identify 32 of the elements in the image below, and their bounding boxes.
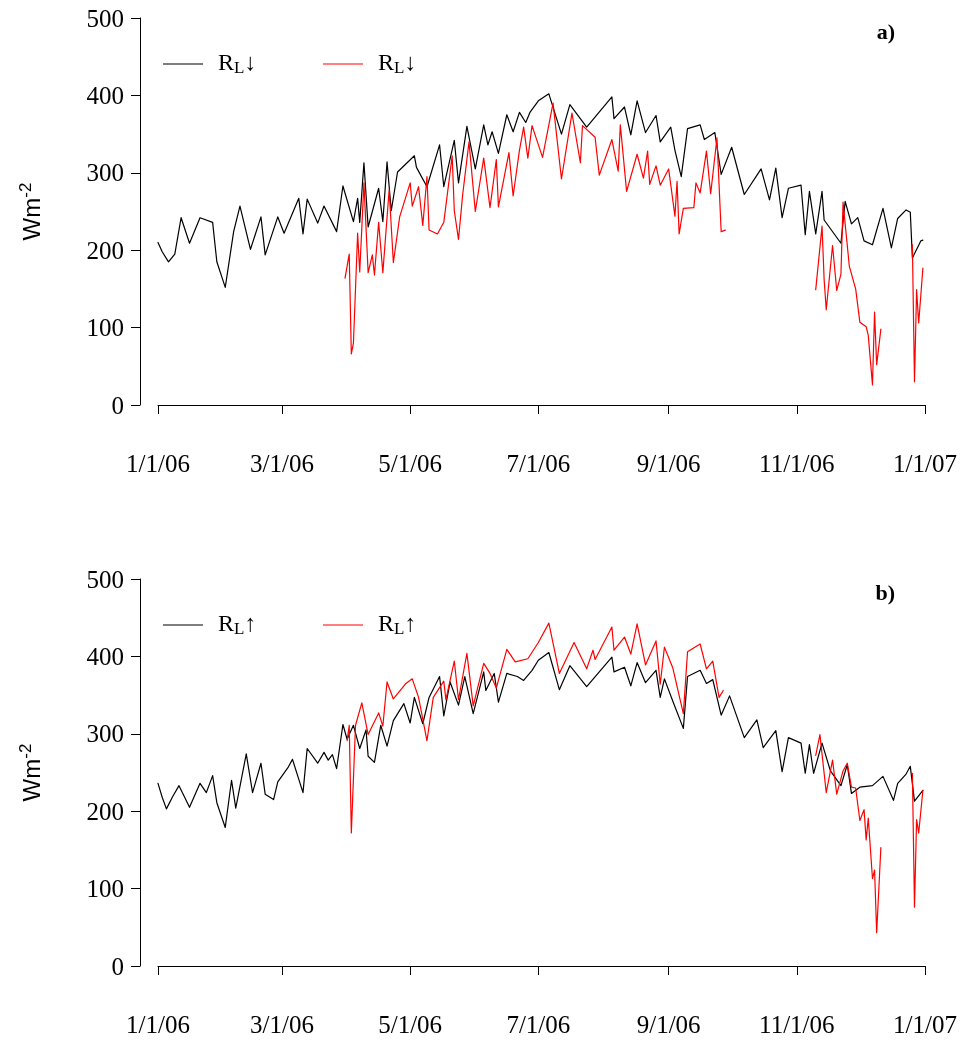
y-tick-label: 100 — [86, 314, 124, 342]
x-tick-label: 7/1/06 — [506, 450, 571, 477]
annotation: a) — [876, 18, 895, 44]
x-tick-label: 5/1/06 — [378, 1011, 443, 1038]
y-tick-label: 200 — [86, 236, 124, 264]
x-tick-label: 3/1/06 — [250, 450, 314, 477]
y-axis-title: Wm-2 — [16, 743, 45, 802]
x-tick-label: 11/1/06 — [759, 450, 835, 477]
y-tick-label: 500 — [86, 4, 124, 32]
x-tick-label: 9/1/06 — [636, 450, 701, 477]
y-tick-label: 400 — [86, 642, 124, 670]
y-tick-label: 100 — [86, 875, 124, 903]
line-series — [157, 93, 924, 288]
y-tick-label: 200 — [86, 797, 124, 825]
x-tick-label: 7/1/06 — [506, 1011, 571, 1038]
line-series — [157, 651, 924, 829]
y-tick-label: 300 — [86, 159, 124, 187]
y-axis-title: Wm-2 — [16, 182, 45, 241]
x-tick-label: 1/1/06 — [126, 1011, 190, 1038]
x-tick-label: 5/1/06 — [378, 450, 443, 477]
x-tick-label: 3/1/06 — [250, 1011, 314, 1038]
y-tick-label: 400 — [86, 81, 124, 109]
x-tick-label: 9/1/06 — [636, 1011, 701, 1038]
x-tick-label: 11/1/06 — [759, 1011, 835, 1038]
annotation: b) — [875, 579, 895, 605]
y-tick-label: 300 — [86, 720, 124, 748]
y-tick-label: 500 — [86, 565, 124, 593]
y-tick-label: 0 — [111, 391, 124, 419]
x-tick-label: 1/1/07 — [893, 450, 957, 477]
x-tick-label: 1/1/07 — [893, 1011, 957, 1038]
x-tick-label: 1/1/06 — [126, 450, 190, 477]
y-tick-label: 0 — [111, 952, 124, 980]
